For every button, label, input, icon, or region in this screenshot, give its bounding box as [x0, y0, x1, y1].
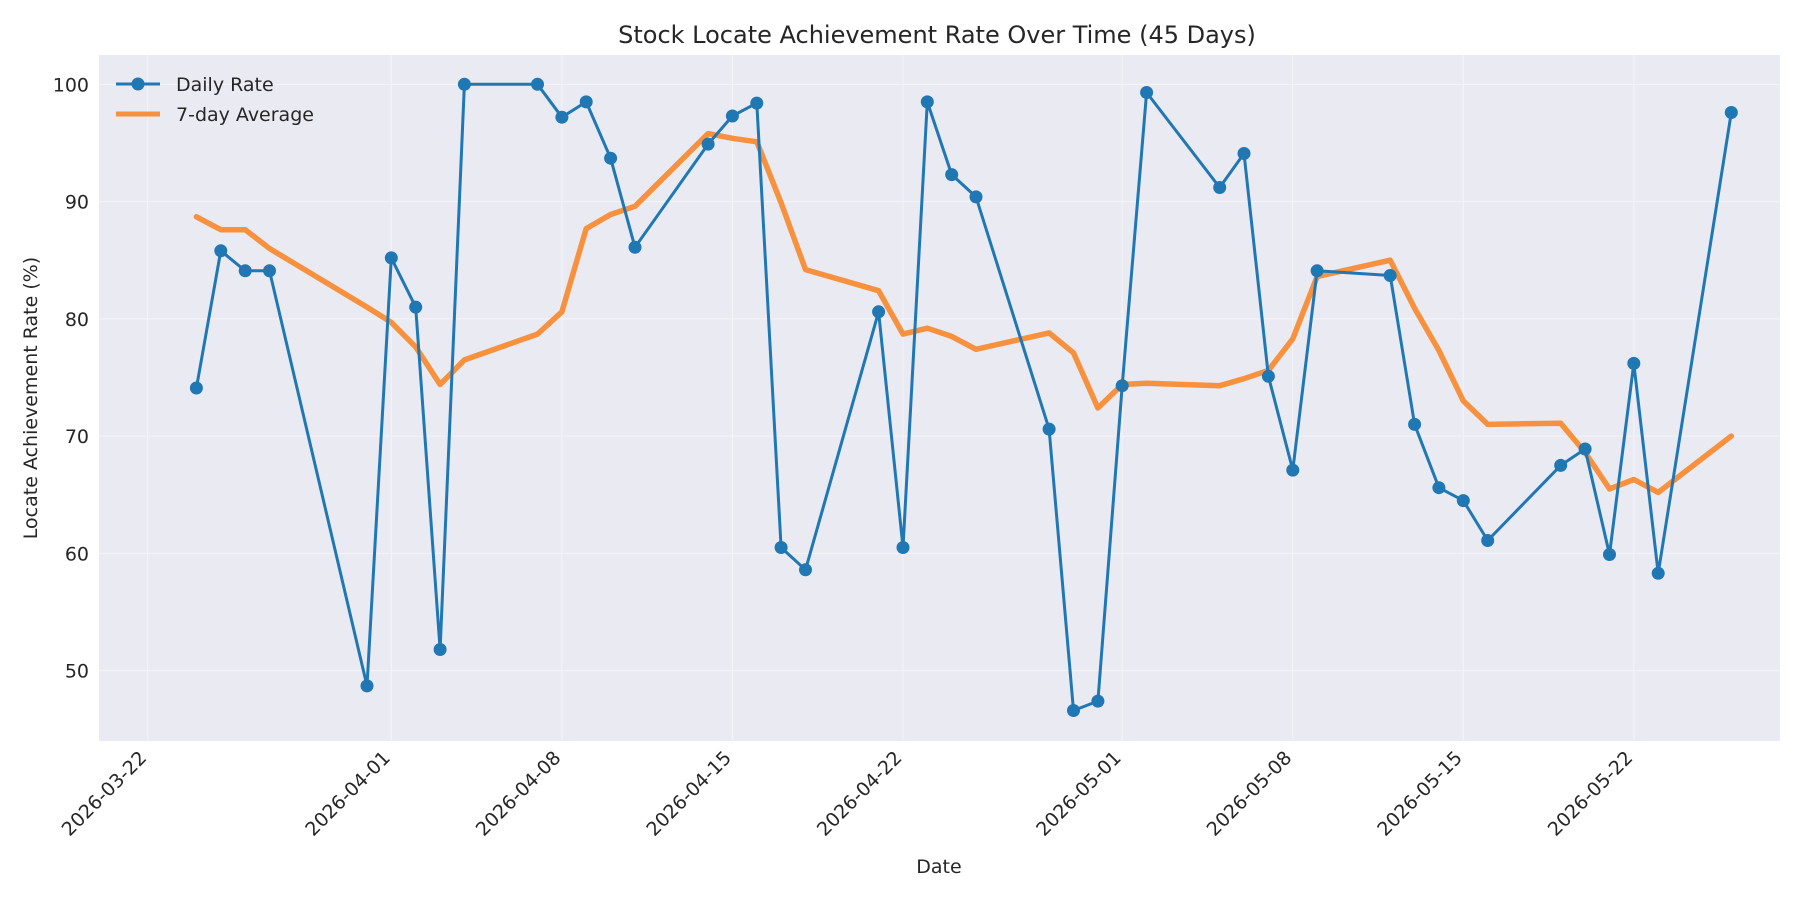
data-point-daily-rate	[1140, 86, 1154, 99]
data-point-daily-rate	[1091, 694, 1105, 708]
data-point-daily-rate	[238, 264, 252, 278]
data-point-daily-rate	[799, 563, 812, 577]
data-point-daily-rate	[1115, 379, 1129, 393]
y-tick-label: 60	[65, 543, 89, 565]
x-tick-label: 2026-04-22	[813, 747, 907, 841]
data-point-daily-rate	[945, 168, 959, 182]
y-tick-label: 80	[65, 309, 89, 331]
y-axis-label: Locate Achievement Rate (%)	[20, 257, 42, 539]
data-point-daily-rate	[1603, 548, 1616, 561]
data-point-daily-rate	[872, 305, 886, 319]
x-tick-label: 2026-05-22	[1544, 747, 1638, 841]
data-point-daily-rate	[604, 151, 618, 165]
data-point-daily-rate	[725, 109, 739, 123]
series-layer	[189, 77, 1738, 717]
data-point-daily-rate	[1213, 181, 1227, 194]
data-point-daily-rate	[774, 541, 788, 554]
y-tick-label: 100	[53, 74, 89, 96]
x-tick-label: 2026-04-15	[642, 747, 736, 841]
x-tick-label: 2026-03-22	[58, 747, 152, 841]
data-point-daily-rate	[701, 137, 715, 151]
data-point-daily-rate	[433, 643, 447, 656]
plot-area	[99, 55, 1780, 741]
data-point-daily-rate	[579, 95, 593, 109]
x-tick-label: 2026-05-01	[1032, 747, 1126, 841]
y-axis-ticks: 50 60 70 80 90 100	[53, 74, 89, 682]
data-point-daily-rate	[1481, 534, 1495, 547]
x-axis-label: Date	[916, 856, 961, 878]
data-point-daily-rate	[1627, 356, 1641, 370]
data-point-daily-rate	[1578, 442, 1592, 456]
data-point-daily-rate	[1432, 481, 1446, 495]
data-point-daily-rate	[1310, 264, 1324, 278]
y-tick-label: 90	[65, 192, 89, 214]
legend-label-7-day-average: 7-day Average	[176, 104, 314, 126]
data-point-daily-rate	[1042, 422, 1056, 436]
data-point-daily-rate	[896, 541, 910, 554]
data-point-daily-rate	[1651, 566, 1665, 580]
data-point-daily-rate	[1067, 704, 1080, 717]
legend-marker-daily-rate	[131, 77, 145, 91]
legend-label-daily-rate: Daily Rate	[176, 74, 274, 96]
data-point-daily-rate	[555, 110, 569, 124]
data-point-daily-rate	[1286, 463, 1300, 477]
chart-title: Stock Locate Achievement Rate Over Time …	[618, 21, 1256, 49]
data-point-daily-rate	[920, 95, 934, 109]
data-point-daily-rate	[1408, 417, 1422, 431]
data-point-daily-rate	[628, 240, 642, 254]
data-point-daily-rate	[1261, 369, 1275, 383]
x-tick-label: 2026-05-15	[1373, 747, 1467, 841]
data-point-daily-rate	[214, 244, 228, 258]
x-tick-label: 2026-05-08	[1203, 747, 1297, 841]
data-point-daily-rate	[969, 190, 983, 204]
data-point-daily-rate	[263, 264, 276, 278]
data-point-daily-rate	[409, 300, 423, 314]
y-tick-label: 50	[65, 661, 89, 683]
y-tick-label: 70	[65, 426, 89, 448]
data-point-daily-rate	[1554, 458, 1568, 472]
data-point-daily-rate	[1237, 147, 1251, 160]
legend: Daily Rate 7-day Average	[116, 74, 314, 126]
x-tick-label: 2026-04-01	[301, 747, 395, 841]
data-point-daily-rate	[384, 251, 398, 265]
data-point-daily-rate	[360, 679, 374, 693]
x-tick-label: 2026-04-08	[472, 747, 566, 841]
data-point-daily-rate	[1456, 494, 1470, 508]
data-point-daily-rate	[1724, 106, 1738, 119]
data-point-daily-rate	[750, 96, 764, 110]
data-point-daily-rate	[531, 77, 544, 91]
data-point-daily-rate	[189, 381, 203, 395]
x-axis-ticks: 2026-03-22 2026-04-01 2026-04-08 2026-04-15…	[58, 747, 1638, 841]
data-point-daily-rate	[1383, 269, 1397, 282]
series-line-7-day-average	[193, 130, 1735, 496]
data-point-daily-rate	[457, 77, 471, 91]
